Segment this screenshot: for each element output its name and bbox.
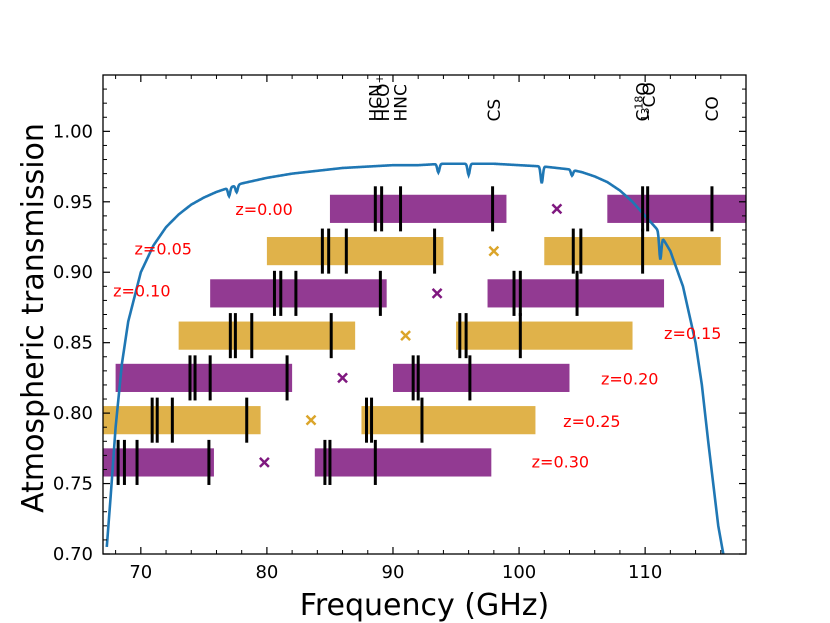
band-rect	[361, 406, 536, 435]
band-rect	[329, 194, 507, 223]
molecule-label: 13CO	[638, 82, 660, 121]
z-label: z=0.20	[601, 370, 658, 389]
cross-marker	[551, 203, 563, 215]
y-tick-label: 0.85	[53, 333, 93, 354]
transmission-curve-layer	[105, 162, 725, 554]
label-sup: 13	[638, 107, 651, 121]
label-part: C	[634, 110, 654, 122]
y-tick-label: 1.00	[53, 121, 93, 142]
label-part: HCN	[366, 84, 386, 121]
cross-stroke	[400, 330, 411, 342]
z-label: z=0.15	[664, 324, 721, 343]
label-part: CS	[485, 99, 505, 122]
y-tick-label: 0.95	[53, 192, 93, 213]
z-label: z=0.00	[235, 200, 292, 219]
plot-frame	[102, 74, 747, 555]
band-rect	[544, 237, 721, 266]
band-rect	[266, 237, 444, 266]
y-tick-label: 0.80	[53, 403, 93, 424]
band-rect	[392, 363, 570, 392]
label-part: HCO	[374, 83, 394, 121]
cross-marker	[400, 330, 411, 342]
y-tick-label: 0.75	[53, 474, 93, 495]
cross-marker	[337, 372, 348, 384]
molecule-label: HNC	[392, 84, 412, 121]
band-rect	[103, 448, 214, 477]
molecule-label: CO	[703, 96, 723, 121]
cross-marker	[258, 457, 270, 468]
z-label: z=0.25	[563, 412, 620, 431]
label-part: CO	[703, 96, 723, 121]
cross-marker	[488, 245, 500, 257]
cross-stroke	[337, 372, 348, 384]
ticks-layer: 70 80 90 100 110 0.70 0.75 0.80 0.85 0.90 0.95 1.00	[53, 75, 747, 583]
molecule-label: HCO+	[372, 74, 394, 121]
label-sup: +	[372, 74, 385, 83]
cross-stroke	[258, 457, 270, 468]
band-rect	[178, 321, 356, 350]
band-rect	[115, 363, 293, 392]
bands-layer	[103, 194, 746, 477]
x-tick-label: 90	[382, 562, 405, 583]
y-axis-title: Atmospheric transmission	[16, 123, 51, 513]
cross-stroke	[551, 203, 563, 215]
cross-stroke	[305, 414, 317, 426]
label-part: O	[634, 82, 654, 95]
line-marks-layer	[116, 186, 714, 485]
label-part: HNC	[392, 84, 412, 121]
x-tick-label: 80	[255, 562, 278, 583]
label-sup: 18	[632, 96, 645, 110]
band-rect	[210, 279, 387, 308]
z-label: z=0.10	[113, 282, 170, 301]
cross-stroke	[431, 287, 443, 299]
z-label: z=0.05	[135, 239, 192, 258]
cross-marker	[305, 414, 317, 426]
transmission-curve	[105, 162, 725, 554]
x-tick-label: 110	[628, 562, 662, 583]
cross-stroke	[488, 245, 500, 257]
band-rect	[314, 448, 492, 477]
z-label: z=0.30	[532, 453, 589, 472]
cross-marker	[431, 287, 443, 299]
x-tick-label: 100	[502, 562, 536, 583]
y-tick-label: 0.70	[53, 544, 93, 565]
label-part: CO	[640, 82, 660, 107]
y-tick-label: 0.90	[53, 262, 93, 283]
molecule-label: HCN	[366, 84, 386, 121]
molecule-label: CS	[485, 99, 505, 122]
band-rect	[103, 406, 261, 435]
labels-layer: z=0.00 z=0.05 z=0.10 z=0.15 z=0.20 z=0.25 z=0.…	[113, 74, 723, 471]
x-tick-label: 70	[129, 562, 152, 583]
molecule-label: C18O	[632, 82, 654, 121]
band-rect	[456, 321, 633, 350]
x-axis-title: Frequency (GHz)	[300, 588, 549, 623]
